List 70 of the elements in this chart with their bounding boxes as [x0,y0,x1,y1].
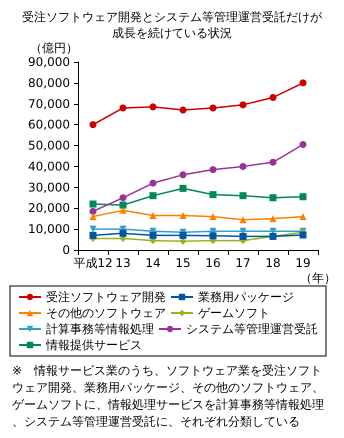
x-tick-label: 17 [235,256,251,270]
legend-label: ゲームソフト [198,306,270,320]
x-tick-label: 14 [145,256,161,270]
point [150,232,156,239]
point [300,231,306,238]
point [300,193,306,200]
y-tick-label: 30,000 [28,180,70,194]
point [210,166,216,174]
point [210,232,216,240]
point [240,101,246,108]
x-tick-label: 15 [175,256,191,270]
point [180,171,186,178]
legend-label: 計算事務等情報処理 [46,322,154,336]
legend-label: その他のソフトウェア [46,306,166,320]
point [270,158,276,166]
y-tick-label: 20,000 [28,201,70,216]
x-tick-label: 平成12 [73,256,113,270]
y-tick-label: 80,000 [28,76,70,90]
x-tick-label: 16 [205,256,221,270]
point [180,238,186,245]
point [240,232,246,240]
y-tick-label: 50,000 [28,138,70,153]
point [150,192,156,200]
point [120,104,126,112]
x-tick-label: 18 [265,256,281,270]
point [90,232,96,239]
point [90,213,96,220]
point [90,200,96,208]
y-tick-label: 40,000 [28,159,70,174]
y-tick-label: 90,000 [28,55,70,69]
x-tick-label: 13 [115,256,131,270]
point [240,192,246,200]
point [90,226,96,233]
point [300,79,306,86]
point [240,216,246,224]
y-tick-label: 70,000 [28,96,70,111]
point [90,208,96,215]
point [180,184,186,192]
y-tick-label: 60,000 [28,118,70,132]
point [120,194,126,202]
legend-label: 受注ソフトウェア開発 [46,290,166,304]
chart-title: 受注ソフトウェア開発とシステム等管理運営受託だけが成長を続けている状況 [22,10,323,40]
point [270,94,276,102]
legend-label: 業務用パッケージ [198,290,294,304]
point [270,215,276,222]
point [120,206,126,214]
point [210,213,216,220]
point [180,106,186,114]
x-axis-title: （年） [300,271,336,285]
point [270,194,276,202]
text: ※ 情報サービス業のうち、ソフトウェア業を受注ソフトウェア開発、業務用パッケージ、その他のソフトウェア、ゲームソフトに、情報処理サービスを計算事務等情報処理、システム等管理運営受託に、それぞれ分類している [12,364,324,428]
point [150,212,156,220]
point [120,230,126,237]
y-tick-label: 0 [62,243,70,257]
point [150,103,156,110]
point [240,162,246,170]
y-tick-label: 10,000 [28,222,70,236]
point [210,104,216,112]
point [300,213,306,220]
point [180,232,186,239]
point [180,212,186,220]
legend-label: システム等管理運営受託 [186,322,318,336]
point [90,121,96,128]
point [150,180,156,187]
point [300,141,306,148]
x-tick-label: 19 [295,256,311,270]
legend-label: 情報提供サービス [45,338,142,352]
y-axis-title: （億円） [30,41,78,55]
point [210,191,216,198]
point [120,202,126,209]
